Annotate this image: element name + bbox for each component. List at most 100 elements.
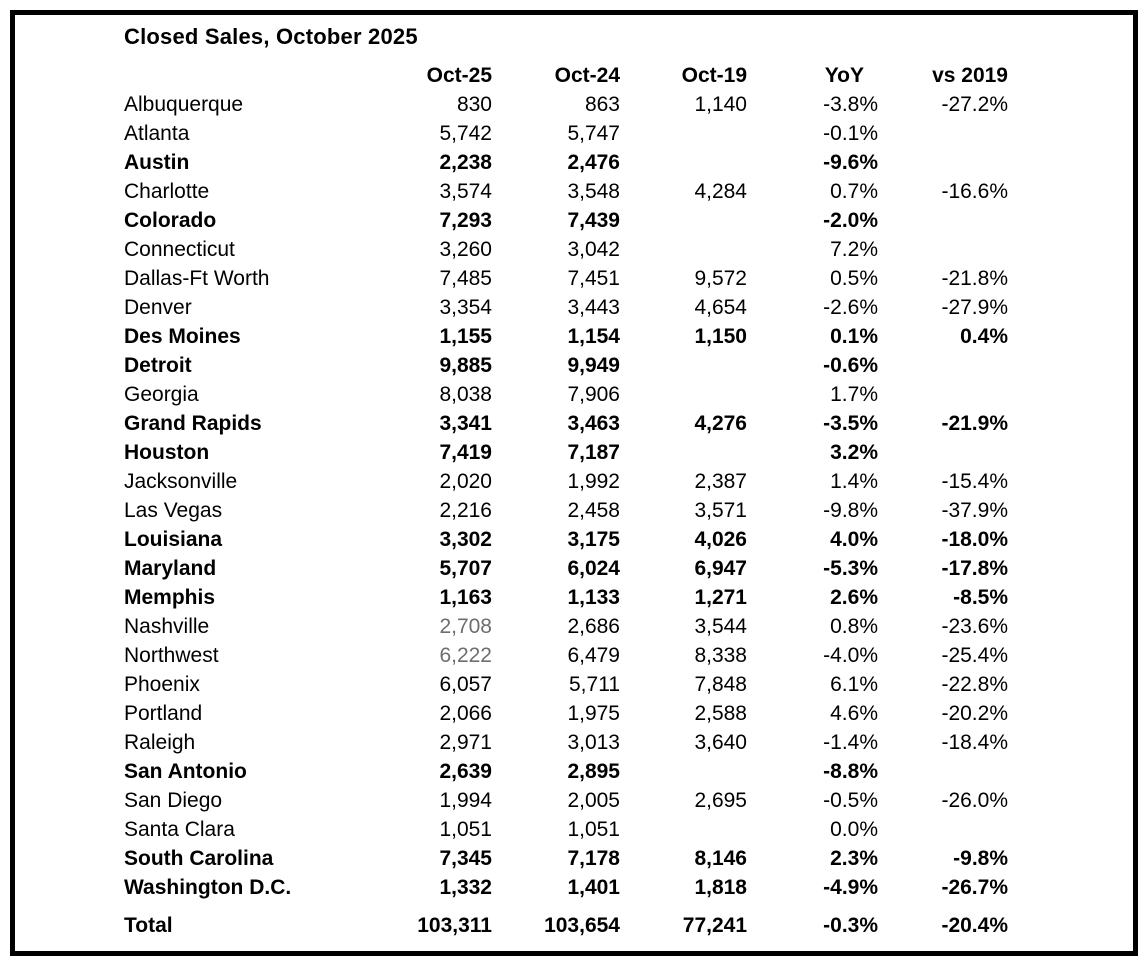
column-header-blank — [124, 61, 362, 90]
cell-oct24: 103,654 — [544, 914, 620, 937]
cell-vs2019: -25.4% — [941, 644, 1008, 667]
cell-oct25: 1,994 — [439, 789, 492, 812]
cell-vs2019 — [878, 235, 1008, 264]
cell-oct19 — [620, 206, 747, 235]
cell-oct19: 77,241 — [682, 914, 747, 937]
cell-vs2019: -21.9% — [941, 412, 1008, 435]
total-row: Total 103,311 103,654 77,241 -0.3% -20.4% — [124, 902, 1008, 940]
cell-oct24: 7,187 — [567, 441, 620, 464]
row-label: Phoenix — [124, 673, 200, 696]
cell-oct19: 4,284 — [694, 180, 747, 203]
row-label: Connecticut — [124, 238, 235, 261]
column-header-oct-19: Oct-19 — [681, 64, 747, 87]
cell-oct19: 1,140 — [694, 93, 747, 116]
column-header-oct-25: Oct-25 — [426, 64, 492, 87]
cell-vs2019 — [878, 148, 1008, 177]
table-row: South Carolina 7,345 7,178 8,146 2.3% -9.8% — [124, 844, 1008, 873]
cell-yoy: -9.8% — [823, 499, 878, 522]
table-row: Dallas-Ft Worth 7,485 7,451 9,572 0.5% -21.8% — [124, 264, 1008, 293]
cell-oct19 — [620, 815, 747, 844]
cell-vs2019 — [878, 351, 1008, 380]
cell-oct19 — [620, 757, 747, 786]
cell-vs2019 — [878, 815, 1008, 844]
cell-yoy: -3.8% — [823, 93, 878, 116]
cell-oct24: 1,133 — [567, 586, 620, 609]
table-title: Closed Sales, October 2025 — [124, 24, 418, 49]
cell-yoy: -4.9% — [823, 876, 878, 899]
cell-vs2019: -37.9% — [941, 499, 1008, 522]
table-row: Northwest 6,222 6,479 8,338 -4.0% -25.4% — [124, 641, 1008, 670]
cell-oct24: 9,949 — [567, 354, 620, 377]
table-row: Phoenix 6,057 5,711 7,848 6.1% -22.8% — [124, 670, 1008, 699]
closed-sales-table: Oct-25 Oct-24 Oct-19 YoY vs 2019 Albuque… — [124, 61, 1008, 940]
cell-yoy: -9.6% — [823, 151, 878, 174]
cell-oct25: 2,020 — [439, 470, 492, 493]
row-label: Dallas-Ft Worth — [124, 267, 270, 290]
row-label: Jacksonville — [124, 470, 238, 493]
cell-oct25: 6,057 — [439, 673, 492, 696]
cell-oct24: 1,992 — [567, 470, 620, 493]
cell-oct24: 1,401 — [567, 876, 620, 899]
cell-oct24: 3,443 — [567, 296, 620, 319]
cell-yoy: 3.2% — [830, 441, 878, 464]
cell-oct24: 3,463 — [567, 412, 620, 435]
cell-yoy: 0.8% — [830, 615, 878, 638]
cell-oct24: 1,051 — [567, 818, 620, 841]
cell-vs2019: -15.4% — [941, 470, 1008, 493]
cell-vs2019: -22.8% — [941, 673, 1008, 696]
cell-oct25: 2,216 — [439, 499, 492, 522]
cell-oct25: 830 — [456, 93, 492, 116]
row-label: Louisiana — [124, 528, 223, 551]
cell-oct24: 6,024 — [567, 557, 620, 580]
row-label: Atlanta — [124, 122, 190, 145]
row-label: Austin — [124, 151, 190, 174]
row-label: Washington D.C. — [124, 876, 292, 899]
row-label: Denver — [124, 296, 192, 319]
cell-yoy: 7.2% — [830, 238, 878, 261]
cell-oct25: 7,485 — [439, 267, 492, 290]
table-row: Grand Rapids 3,341 3,463 4,276 -3.5% -21.9% — [124, 409, 1008, 438]
table-row: Austin 2,238 2,476 -9.6% — [124, 148, 1008, 177]
column-header-vs-2019: vs 2019 — [932, 64, 1008, 87]
cell-oct19: 3,544 — [694, 615, 747, 638]
cell-oct19: 8,146 — [694, 847, 747, 870]
cell-oct19: 6,947 — [694, 557, 747, 580]
cell-oct19 — [620, 438, 747, 467]
cell-yoy: 6.1% — [830, 673, 878, 696]
cell-yoy: 1.7% — [830, 383, 878, 406]
row-label: San Diego — [124, 789, 223, 812]
cell-vs2019 — [878, 757, 1008, 786]
table-row: Raleigh 2,971 3,013 3,640 -1.4% -18.4% — [124, 728, 1008, 757]
cell-oct19: 4,026 — [694, 528, 747, 551]
cell-yoy: -3.5% — [823, 412, 878, 435]
cell-oct24: 2,686 — [567, 615, 620, 638]
cell-oct25: 7,345 — [439, 847, 492, 870]
table-row: Atlanta 5,742 5,747 -0.1% — [124, 119, 1008, 148]
cell-vs2019: -9.8% — [953, 847, 1008, 870]
cell-yoy: 2.6% — [830, 586, 878, 609]
cell-yoy: -5.3% — [823, 557, 878, 580]
cell-vs2019: -26.0% — [941, 789, 1008, 812]
table-row: Houston 7,419 7,187 3.2% — [124, 438, 1008, 467]
table-row: Denver 3,354 3,443 4,654 -2.6% -27.9% — [124, 293, 1008, 322]
column-header-oct-24: Oct-24 — [554, 64, 620, 87]
table-row: Washington D.C. 1,332 1,401 1,818 -4.9% -26.7… — [124, 873, 1008, 902]
table-frame: Closed Sales, October 2025 Oct-25 Oct-24… — [10, 10, 1138, 956]
row-label: Detroit — [124, 354, 192, 377]
cell-oct24: 3,548 — [567, 180, 620, 203]
cell-oct24: 5,711 — [569, 673, 620, 696]
cell-oct19: 7,848 — [694, 673, 747, 696]
cell-yoy: -0.6% — [823, 354, 878, 377]
cell-oct24: 5,747 — [567, 122, 620, 145]
cell-oct25: 7,293 — [439, 209, 492, 232]
row-label: Georgia — [124, 383, 199, 406]
cell-oct19: 1,818 — [694, 876, 747, 899]
cell-yoy: 1.4% — [830, 470, 878, 493]
cell-oct24: 2,458 — [567, 499, 620, 522]
cell-oct19 — [620, 119, 747, 148]
cell-vs2019: -27.2% — [941, 93, 1008, 116]
cell-oct25: 6,222 — [439, 644, 492, 667]
cell-oct19: 3,571 — [694, 499, 747, 522]
cell-oct25: 2,639 — [439, 760, 492, 783]
table-row: Portland 2,066 1,975 2,588 4.6% -20.2% — [124, 699, 1008, 728]
